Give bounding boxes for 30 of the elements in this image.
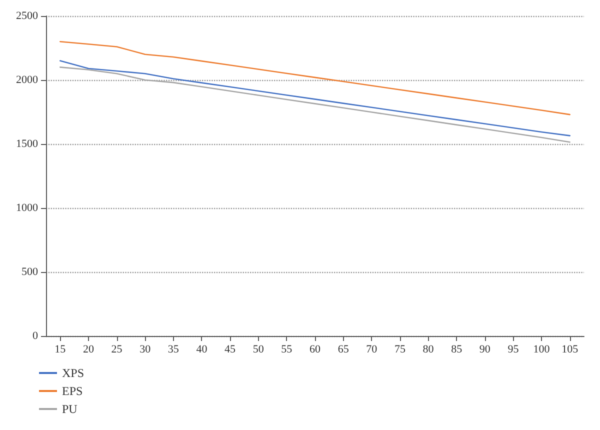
- x-tick-label: 70: [366, 344, 378, 356]
- x-tick-label: 105: [562, 344, 579, 356]
- x-tick-label: 20: [82, 344, 94, 356]
- x-tick-label: 65: [338, 344, 350, 356]
- x-tick-label: 75: [394, 344, 406, 356]
- x-tick-label: 55: [281, 344, 293, 356]
- x-tick-label: 90: [479, 344, 491, 356]
- x-tick-label: 80: [422, 344, 434, 356]
- x-tick-label: 35: [168, 344, 180, 356]
- x-tick-label: 60: [310, 344, 321, 356]
- x-tick-label: 25: [111, 344, 123, 356]
- legend-label: EPS: [62, 384, 83, 398]
- y-tick-label: 2000: [16, 74, 38, 86]
- x-tick-label: 85: [451, 344, 463, 356]
- x-tick-label: 15: [54, 344, 66, 356]
- x-tick-label: 45: [224, 344, 236, 356]
- line-series: [60, 60, 570, 136]
- legend-label: XPS: [62, 366, 84, 380]
- y-tick-label: 2500: [16, 10, 38, 22]
- y-tick-label: 0: [32, 330, 38, 342]
- y-tick-label: 500: [22, 266, 38, 278]
- x-tick-label: 30: [140, 344, 152, 356]
- line-series: [60, 40, 570, 116]
- x-tick-label: 50: [252, 344, 264, 356]
- legend-label: PU: [62, 402, 78, 416]
- y-tick-label: 1000: [16, 202, 38, 214]
- x-tick-label: 40: [196, 344, 208, 356]
- x-tick-label: 100: [533, 344, 550, 356]
- x-tick-label: 95: [508, 344, 520, 356]
- y-tick-label: 1500: [16, 138, 38, 150]
